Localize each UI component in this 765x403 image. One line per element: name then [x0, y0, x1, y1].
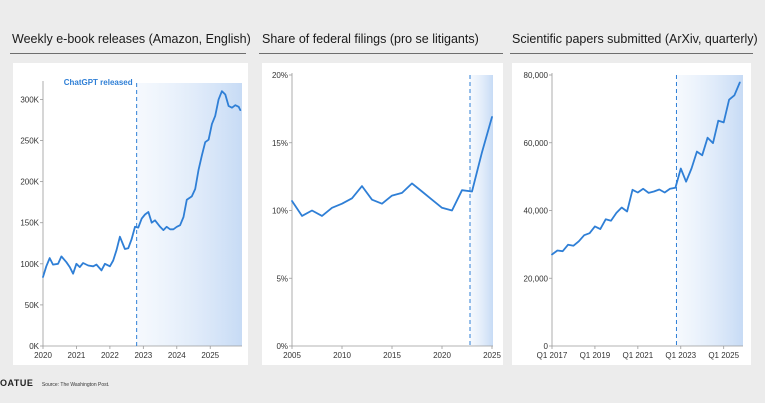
title-divider	[510, 53, 753, 54]
chart-title-arxiv: Scientific papers submitted (ArXiv, quar…	[512, 32, 758, 46]
post-event-shading	[470, 75, 493, 346]
title-divider	[10, 53, 246, 54]
series-line	[551, 81, 741, 256]
y-tick-label: 20,000	[524, 274, 549, 283]
x-tick-label: Q1 2021	[622, 351, 653, 360]
y-tick-label: 10%	[272, 207, 288, 216]
y-tick-label: 40,000	[524, 207, 549, 216]
y-tick-label: 15%	[272, 139, 288, 148]
y-tick-label: 5%	[276, 274, 288, 283]
y-tick-label: 0K	[29, 342, 39, 351]
chart-title-filings: Share of federal filings (pro se litigan…	[262, 32, 479, 46]
brand-logo: OATUE	[0, 378, 34, 388]
x-tick-label: 2024	[168, 351, 186, 360]
y-tick-label: 20%	[272, 71, 288, 80]
x-tick-label: Q1 2019	[580, 351, 611, 360]
x-tick-label: 2020	[34, 351, 52, 360]
x-tick-label: 2010	[333, 351, 351, 360]
y-tick-label: 0	[544, 342, 549, 351]
y-tick-label: 100K	[20, 260, 39, 269]
x-tick-label: 2020	[433, 351, 451, 360]
y-tick-label: 200K	[20, 178, 39, 187]
chart-card	[262, 63, 503, 365]
y-tick-label: 150K	[20, 219, 39, 228]
x-tick-label: 2022	[101, 351, 119, 360]
x-tick-label: 2021	[68, 351, 86, 360]
series-line	[42, 90, 242, 278]
y-tick-label: 80,000	[524, 71, 549, 80]
footer: OATUE Source: The Washington Post.	[0, 378, 109, 388]
y-tick-label: 300K	[20, 95, 39, 104]
post-event-shading	[676, 75, 743, 346]
x-tick-label: 2015	[383, 351, 401, 360]
x-tick-label: 2025	[483, 351, 501, 360]
title-divider	[259, 53, 503, 54]
filings-line-chart: 0% 5% 10% 15% 20% 2005 2010 2015 2020 2025	[272, 71, 501, 360]
post-event-shading	[136, 83, 242, 346]
series-line	[291, 116, 493, 217]
x-tick-label: 2025	[201, 351, 219, 360]
ebooks-line-chart: 0K 50K 100K 150K 200K 250K 300K 2020 2021 2022 202…	[20, 78, 242, 360]
y-tick-label: 50K	[25, 301, 40, 310]
arxiv-line-chart: 0 20,000 40,000 60,000 80,000 Q1 2017 Q1 2019 Q…	[524, 71, 743, 360]
x-tick-label: Q1 2025	[708, 351, 739, 360]
x-tick-label: 2005	[283, 351, 301, 360]
x-tick-label: 2023	[134, 351, 152, 360]
source-note: Source: The Washington Post.	[41, 382, 110, 388]
y-tick-label: 250K	[20, 137, 39, 146]
x-tick-label: Q1 2023	[665, 351, 696, 360]
y-tick-label: 0%	[276, 342, 288, 351]
y-tick-label: 60,000	[524, 139, 549, 148]
x-tick-label: Q1 2017	[537, 351, 568, 360]
event-annotation: ChatGPT released	[64, 78, 133, 87]
chart-title-ebooks: Weekly e-book releases (Amazon, English)	[12, 32, 251, 46]
